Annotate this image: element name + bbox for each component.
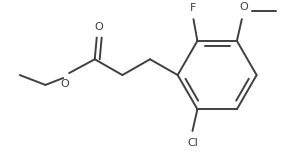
Text: F: F [190,3,197,13]
Text: O: O [61,79,69,89]
Text: O: O [239,2,248,12]
Text: Cl: Cl [187,138,198,148]
Text: O: O [94,22,103,32]
